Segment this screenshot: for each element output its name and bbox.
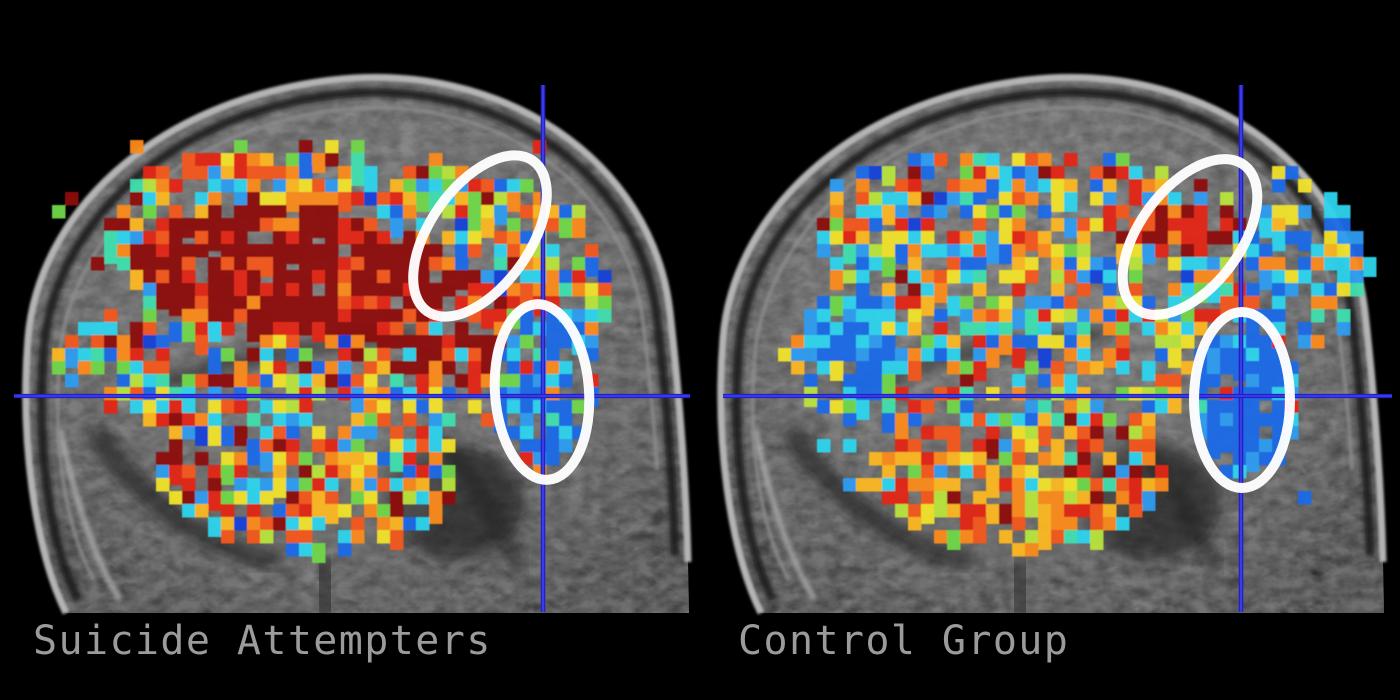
highlight-ellipse	[489, 299, 595, 485]
temporal-shadow	[86, 424, 282, 570]
panel-label-suicide-attempters: Suicide Attempters	[33, 618, 492, 664]
skull-gap	[37, 88, 680, 603]
highlight-ellipse	[1189, 307, 1295, 493]
skull-gap	[732, 88, 1375, 603]
highlight-annotations	[408, 150, 595, 485]
brain-scan-control-group	[717, 73, 1392, 615]
highlight-ellipse	[1117, 154, 1263, 320]
brain-scan-suicide-attempters	[14, 73, 692, 615]
scalp-outline	[22, 73, 692, 615]
inner-skull-line	[55, 105, 659, 581]
facial-edge	[57, 429, 123, 602]
highlight-annotations	[1117, 154, 1295, 493]
crosshair	[723, 85, 1392, 612]
temporal-shadow	[781, 424, 977, 570]
scalp-outline	[717, 73, 1387, 615]
neck-shadow	[1000, 557, 1040, 613]
neck-shadow	[305, 557, 345, 613]
panel-label-control-group: Control Group	[738, 618, 1070, 664]
facial-edge	[752, 429, 818, 602]
activation-heatmap	[52, 140, 612, 563]
highlight-ellipse	[408, 150, 552, 322]
